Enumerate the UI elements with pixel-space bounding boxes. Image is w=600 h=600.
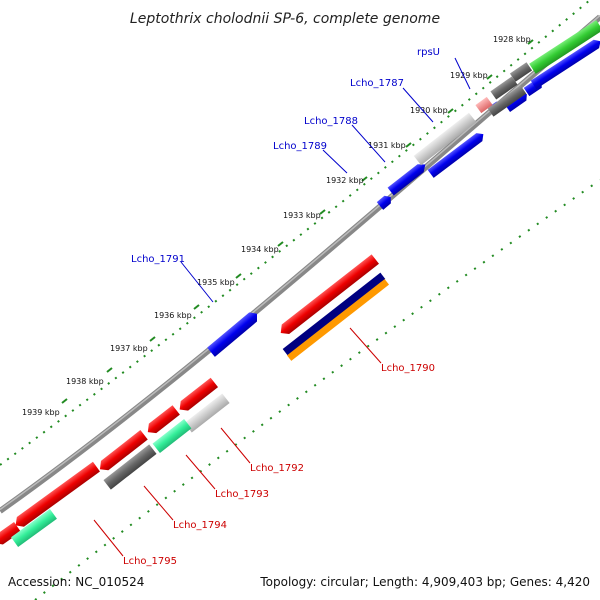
gc-track-outer [0,0,591,466]
reverse-gene-labels: Lcho_1790 Lcho_1792 Lcho_1793 Lcho_1794 … [93,327,435,567]
cds-forward-gene [207,312,258,357]
tick-label: 1937 kbp [110,344,148,353]
cds-reverse-gene [0,522,21,545]
forward-genes [207,39,600,357]
gray-forward-gene [487,85,527,117]
gene-label-lcho-1793[interactable]: Lcho_1793 [215,489,269,500]
cds-forward-gene [504,92,527,112]
rna-gene [475,96,493,114]
cds-reverse-gene [15,461,100,527]
gene-label-lcho-1792[interactable]: Lcho_1792 [250,463,304,474]
cds-reverse-gene [179,377,219,411]
genome-summary-text: Topology: circular; Length: 4,909,403 bp… [259,575,590,589]
cds-forward-gene [427,133,484,178]
map-title: Leptothrix cholodnii SP-6, complete geno… [130,11,440,27]
gene-label-lcho-1787[interactable]: Lcho_1787 [350,78,404,89]
orange-gene [286,279,390,361]
gene-label-lcho-1795[interactable]: Lcho_1795 [123,556,177,567]
feature-ring [413,20,600,166]
accession-text: Accession: NC_010524 [8,575,144,589]
cds-reverse-gene [280,254,379,334]
gc-track-inner [34,179,600,600]
cds-reverse-gene [99,430,148,471]
cds-forward-gene [376,195,391,210]
tick-label: 1931 kbp [368,141,406,150]
reverse-genes [0,254,390,547]
light-gray-gene [184,393,230,433]
light-gray-gene [413,112,477,166]
cds-forward-gene [530,39,600,89]
tick-label: 1938 kbp [66,377,104,386]
gene-label-lcho-1789[interactable]: Lcho_1789 [273,141,327,152]
gene-label-lcho-1794[interactable]: Lcho_1794 [173,520,227,531]
kbp-ticks: 1928 kbp 1929 kbp 1930 kbp 1931 kbp 1932… [22,35,534,417]
gene-label-lcho-1788[interactable]: Lcho_1788 [304,116,358,127]
forward-gene-labels: rpsU Lcho_1787 Lcho_1788 Lcho_1789 Lcho_… [131,47,471,303]
tick-label: 1939 kbp [22,408,60,417]
cds-forward-gene [387,164,426,196]
gene-label-lcho-1790[interactable]: Lcho_1790 [381,363,435,374]
tick-label: 1934 kbp [241,245,279,254]
gene-label-rpsU[interactable]: rpsU [417,47,440,58]
gray-gene [509,62,533,82]
tick-label: 1929 kbp [450,71,488,80]
tick-label: 1936 kbp [154,311,192,320]
tick-label: 1930 kbp [410,106,448,115]
green-gene [529,20,600,74]
gene-label-lcho-1791[interactable]: Lcho_1791 [131,254,185,265]
teal-gene [11,509,57,547]
tick-label: 1932 kbp [326,176,364,185]
teal-gene [152,418,192,454]
tick-label: 1933 kbp [283,211,321,220]
gray-gene [490,76,518,100]
tick-label: 1935 kbp [197,278,235,287]
cds-reverse-gene [147,405,180,434]
gray-gene [103,444,157,490]
navy-gene [282,272,386,356]
tick-label: 1928 kbp [493,35,531,44]
